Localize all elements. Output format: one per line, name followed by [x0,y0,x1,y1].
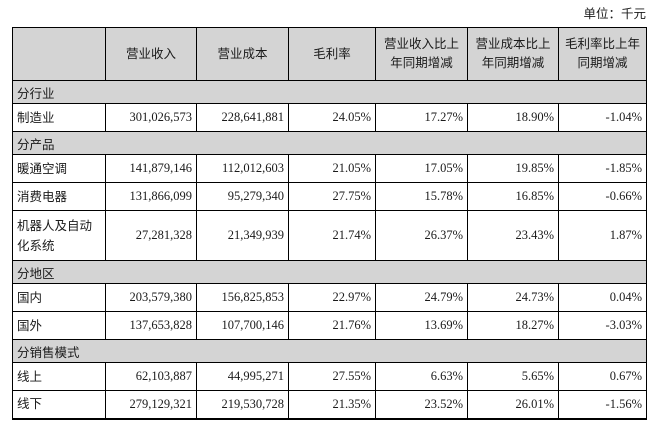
cell-revenue: 137,653,828 [105,311,197,340]
table-row-offline: 线下 279,129,321 219,530,728 21.35% 23.52%… [12,390,647,420]
cell-gross-margin: 22.97% [288,283,376,312]
column-header-blank [12,27,106,81]
cell-cost: 112,012,603 [196,154,289,183]
column-header-gross-margin: 毛利率 [288,27,376,81]
cell-revenue-yoy: 24.79% [375,283,468,312]
cell-gross-margin: 27.75% [288,182,376,211]
cell-cost: 95,279,340 [196,182,289,211]
cell-margin-yoy: -1.85% [558,154,647,183]
row-label: 国外 [12,311,106,340]
row-label: 线上 [12,362,106,391]
row-label: 线下 [12,390,106,420]
cell-margin-yoy: 0.04% [558,283,647,312]
section-row-by-industry: 分行业 [12,80,647,104]
cell-cost-yoy: 19.85% [467,154,559,183]
cell-revenue-yoy: 23.52% [375,390,468,420]
column-header-cost: 营业成本 [196,27,289,81]
row-label: 消费电器 [12,182,106,211]
section-title: 分地区 [12,260,647,284]
table-row-consumer-appliances: 消费电器 131,866,099 95,279,340 27.75% 15.78… [12,182,647,211]
cell-revenue-yoy: 15.78% [375,182,468,211]
cell-margin-yoy: -1.56% [558,390,647,420]
row-label: 制造业 [12,103,106,132]
table-row-hvac: 暖通空调 141,879,146 112,012,603 21.05% 17.0… [12,154,647,183]
unit-label: 单位：千元 [583,7,646,21]
cell-revenue: 62,103,887 [105,362,197,391]
cell-margin-yoy: 0.67% [558,362,647,391]
cell-revenue: 141,879,146 [105,154,197,183]
cell-cost: 107,700,146 [196,311,289,340]
cell-cost: 44,995,271 [196,362,289,391]
cell-cost-yoy: 18.27% [467,311,559,340]
revenue-breakdown-table: 营业收入 营业成本 毛利率 营业收入比上年同期增减 营业成本比上年同期增减 毛利… [12,27,647,420]
row-label: 暖通空调 [12,154,106,183]
cell-cost-yoy: 16.85% [467,182,559,211]
section-row-by-region: 分地区 [12,260,647,284]
cell-margin-yoy: 1.87% [558,210,647,261]
table-row-online: 线上 62,103,887 44,995,271 27.55% 6.63% 5.… [12,362,647,391]
section-title: 分销售模式 [12,339,647,363]
cell-cost: 156,825,853 [196,283,289,312]
section-title: 分行业 [12,80,647,104]
cell-cost-yoy: 24.73% [467,283,559,312]
cell-cost: 219,530,728 [196,390,289,420]
row-label: 机器人及自动化系统 [12,210,106,261]
cell-revenue-yoy: 13.69% [375,311,468,340]
column-header-revenue-yoy: 营业收入比上年同期增减 [375,27,468,81]
cell-gross-margin: 21.35% [288,390,376,420]
cell-cost-yoy: 18.90% [467,103,559,132]
cell-cost-yoy: 5.65% [467,362,559,391]
cell-revenue: 203,579,380 [105,283,197,312]
table-row-domestic: 国内 203,579,380 156,825,853 22.97% 24.79%… [12,283,647,312]
cell-gross-margin: 24.05% [288,103,376,132]
cell-cost-yoy: 26.01% [467,390,559,420]
cell-gross-margin: 27.55% [288,362,376,391]
section-row-by-product: 分产品 [12,131,647,155]
column-header-cost-yoy: 营业成本比上年同期增减 [467,27,559,81]
cell-gross-margin: 21.76% [288,311,376,340]
cell-revenue-yoy: 17.27% [375,103,468,132]
cell-revenue-yoy: 26.37% [375,210,468,261]
table-header-row: 营业收入 营业成本 毛利率 营业收入比上年同期增减 营业成本比上年同期增减 毛利… [12,27,647,81]
cell-revenue: 301,026,573 [105,103,197,132]
cell-gross-margin: 21.74% [288,210,376,261]
cell-revenue-yoy: 6.63% [375,362,468,391]
cell-cost: 21,349,939 [196,210,289,261]
table-row-manufacturing: 制造业 301,026,573 228,641,881 24.05% 17.27… [12,103,647,132]
cell-revenue: 27,281,328 [105,210,197,261]
row-label: 国内 [12,283,106,312]
cell-cost: 228,641,881 [196,103,289,132]
cell-cost-yoy: 23.43% [467,210,559,261]
table-row-robotics-automation: 机器人及自动化系统 27,281,328 21,349,939 21.74% 2… [12,210,647,261]
cell-revenue: 131,866,099 [105,182,197,211]
cell-margin-yoy: -3.03% [558,311,647,340]
column-header-revenue: 营业收入 [105,27,197,81]
cell-margin-yoy: -1.04% [558,103,647,132]
cell-revenue: 279,129,321 [105,390,197,420]
section-title: 分产品 [12,131,647,155]
column-header-margin-yoy: 毛利率比上年同期增减 [558,27,647,81]
cell-margin-yoy: -0.66% [558,182,647,211]
section-row-by-sales-model: 分销售模式 [12,339,647,363]
cell-revenue-yoy: 17.05% [375,154,468,183]
table-row-overseas: 国外 137,653,828 107,700,146 21.76% 13.69%… [12,311,647,340]
cell-gross-margin: 21.05% [288,154,376,183]
